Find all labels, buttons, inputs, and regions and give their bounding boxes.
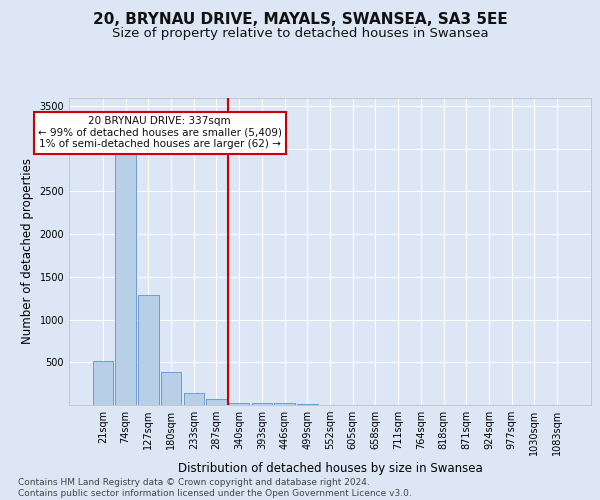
Bar — [229, 402, 250, 405]
Bar — [206, 400, 227, 405]
Bar — [251, 404, 272, 405]
Bar — [297, 404, 317, 405]
Bar — [161, 372, 181, 405]
Bar — [115, 147, 136, 405]
Y-axis label: Number of detached properties: Number of detached properties — [21, 158, 34, 344]
Bar — [115, 147, 136, 405]
Text: Size of property relative to detached houses in Swansea: Size of property relative to detached ho… — [112, 28, 488, 40]
Bar — [138, 295, 158, 405]
Bar — [138, 295, 158, 405]
Bar — [161, 372, 181, 405]
Bar — [229, 402, 250, 405]
Bar — [274, 404, 295, 405]
Bar — [251, 404, 272, 405]
Bar — [93, 360, 113, 405]
Bar — [184, 392, 204, 405]
Text: 20, BRYNAU DRIVE, MAYALS, SWANSEA, SA3 5EE: 20, BRYNAU DRIVE, MAYALS, SWANSEA, SA3 5… — [92, 12, 508, 28]
Bar — [184, 392, 204, 405]
Bar — [93, 360, 113, 405]
X-axis label: Distribution of detached houses by size in Swansea: Distribution of detached houses by size … — [178, 462, 482, 475]
Text: Contains HM Land Registry data © Crown copyright and database right 2024.
Contai: Contains HM Land Registry data © Crown c… — [18, 478, 412, 498]
Bar — [274, 404, 295, 405]
Bar — [297, 404, 317, 405]
Bar — [206, 400, 227, 405]
Text: 20 BRYNAU DRIVE: 337sqm
← 99% of detached houses are smaller (5,409)
1% of semi-: 20 BRYNAU DRIVE: 337sqm ← 99% of detache… — [38, 116, 282, 150]
